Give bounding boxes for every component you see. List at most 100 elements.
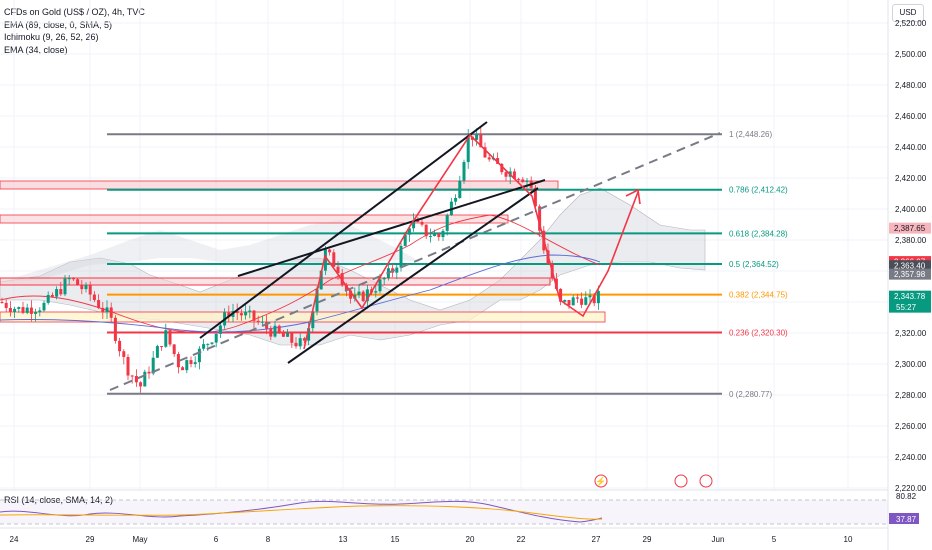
candle-body [239, 313, 243, 316]
legend-ema34[interactable]: EMA (34, close) [4, 44, 68, 55]
candle-body [122, 351, 126, 357]
candle-body [290, 333, 294, 343]
trend-drawings [109, 121, 721, 391]
candle-body [46, 294, 50, 303]
y-tick-label: 2,520.00 [895, 19, 927, 28]
candle-body [118, 340, 122, 352]
rsi-tick-label: 80.82 [896, 492, 917, 501]
candle-body [17, 307, 21, 309]
candle-body [185, 360, 189, 371]
fibonacci-levels: 1 (2,448.26) 0.786 (2,412.42) 0.618 (2,384… [107, 130, 788, 399]
candle-body [105, 307, 109, 313]
legend-ema89[interactable]: EMA (89, close, 0, SMA, 5) [4, 19, 113, 30]
candle-body [143, 371, 147, 387]
x-tick-label: 15 [391, 535, 400, 544]
candle-body [4, 302, 8, 308]
candle-body [84, 284, 88, 290]
candle-body [160, 346, 164, 348]
candle-body [399, 245, 403, 268]
candle-body [164, 330, 168, 347]
y-tick-label: 2,440.00 [895, 143, 927, 152]
candle-body [113, 317, 117, 341]
currency-button[interactable]: USD [892, 4, 924, 22]
y-tick-label: 2,500.00 [895, 50, 927, 59]
x-tick-label: 5 [772, 535, 777, 544]
fib-label: 0.382 (2,344.75) [729, 291, 788, 300]
candle-body [8, 307, 12, 312]
y-tick-label: 2,280.00 [895, 391, 927, 400]
candle-body [21, 307, 25, 313]
candle-body [139, 382, 143, 387]
candle-body [277, 325, 281, 333]
candle-body [357, 291, 361, 295]
x-tick-label: 27 [592, 535, 601, 544]
legend-title[interactable]: CFDs on Gold (US$ / OZ), 4h, TVC [4, 7, 145, 17]
y-tick-label: 2,260.00 [895, 422, 927, 431]
candle-body [197, 348, 201, 363]
candle-body [374, 291, 378, 293]
candle-body [227, 312, 231, 317]
y-tick-label: 2,240.00 [895, 453, 927, 462]
candle-body [323, 249, 327, 271]
candle-body [365, 289, 369, 302]
candle-body [0, 302, 4, 303]
candle-body [244, 311, 248, 316]
candle-body [147, 371, 151, 374]
candle-body [130, 375, 134, 377]
price-label: 2,363.40 [894, 262, 926, 271]
candle-body [412, 220, 416, 229]
legend-ichimoku[interactable]: Ichimoku (9, 26, 52, 26) [4, 32, 99, 42]
candle-body [567, 300, 571, 306]
candle-body [428, 236, 432, 238]
candle-body [433, 233, 437, 237]
price-label-box [889, 290, 931, 313]
candle-body [403, 234, 407, 246]
candle-body [395, 267, 399, 273]
x-tick-label: 6 [214, 535, 219, 544]
y-tick-label: 2,380.00 [895, 236, 927, 245]
candle-body [307, 328, 311, 341]
candle-body [563, 300, 567, 302]
x-tick-label: 8 [266, 535, 271, 544]
candle-body [454, 197, 458, 202]
candle-body [349, 290, 353, 299]
y-tick-label: 2,300.00 [895, 360, 927, 369]
candle-body [588, 295, 592, 298]
x-axis[interactable]: 24 29 May 6 8 13 15 20 22 27 29 Jun 5 10 [0, 527, 888, 544]
candle-body [416, 220, 420, 222]
price-label-box [889, 268, 931, 280]
candle-body [88, 284, 92, 295]
price-label: 2,357.98 [894, 270, 926, 279]
candle-body [298, 338, 302, 347]
y-tick-label: 2,460.00 [895, 112, 927, 121]
candle-body [302, 338, 306, 341]
candle-body [571, 297, 575, 306]
rsi-panel[interactable] [0, 489, 888, 525]
candle-body [328, 249, 332, 253]
candle-body [248, 310, 252, 312]
candle-body [13, 308, 17, 312]
candle-body [101, 307, 105, 313]
price-label-box [889, 222, 931, 234]
candle-body [59, 289, 63, 295]
candle-body [126, 356, 130, 376]
x-tick-label: 20 [466, 535, 475, 544]
candle-body [559, 288, 563, 302]
candle-body [512, 171, 516, 179]
price-label: 2,387.65 [894, 224, 926, 233]
countdown-label: 55:27 [896, 303, 917, 312]
candle-body [445, 215, 449, 231]
candle-body [55, 289, 59, 297]
y-axis[interactable]: 2,520.00 2,500.00 2,480.00 2,460.00 2,440.00… [887, 0, 931, 550]
candle-body [500, 163, 504, 173]
candle-body [172, 344, 176, 355]
candle-body [592, 295, 596, 304]
candle-body [25, 307, 29, 313]
candle-body [38, 310, 42, 313]
rsi-value-box [889, 513, 919, 524]
y-tick-label: 2,320.00 [895, 329, 927, 338]
event-markers[interactable]: ⚡ [594, 474, 713, 488]
fib-label: 0.618 (2,384.28) [729, 229, 788, 238]
x-tick-label: May [132, 535, 147, 544]
